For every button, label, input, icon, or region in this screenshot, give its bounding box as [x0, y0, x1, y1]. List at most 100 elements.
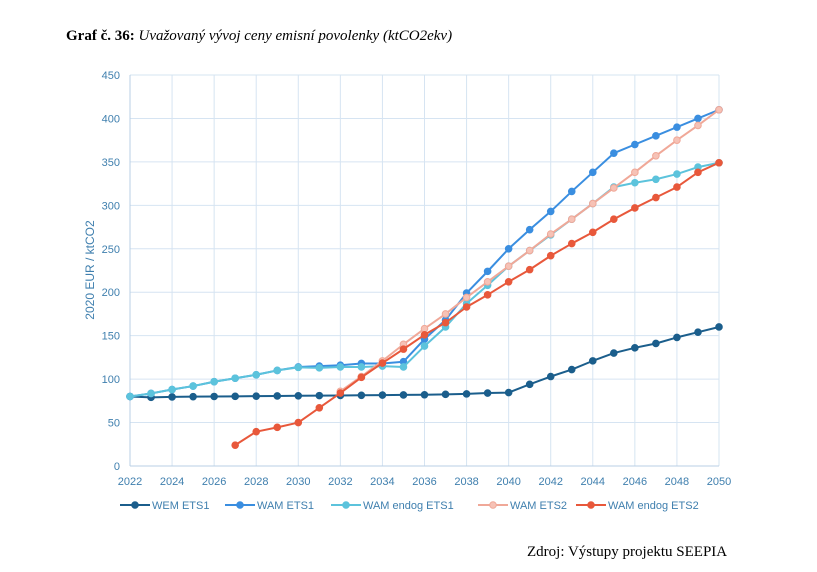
y-axis-ticks: 0 50 100 150 200 250 300 350 400 450 [102, 70, 120, 473]
data-point [546, 230, 555, 238]
data-point [273, 423, 282, 432]
data-point [357, 373, 366, 382]
data-point [231, 374, 239, 383]
y-axis-label: 2020 EUR / ktCO2 [83, 220, 97, 320]
data-point [525, 246, 534, 255]
data-point [610, 349, 618, 357]
legend-item: WEM ETS1 [120, 500, 209, 512]
data-point [252, 392, 261, 400]
data-point [631, 204, 639, 212]
data-point [652, 132, 660, 140]
x-tick-label: 2032 [328, 476, 352, 488]
data-point [399, 345, 408, 353]
data-point [504, 388, 513, 397]
grid [129, 74, 720, 467]
data-point [567, 365, 576, 374]
x-axis-ticks: 2022 2024 2026 2028 2030 2032 2034 2036 2038 2040… [118, 476, 731, 488]
x-tick-label: 2036 [412, 476, 436, 488]
data-point [652, 193, 660, 202]
data-point [652, 152, 660, 160]
data-point [610, 184, 618, 192]
legend-label: WAM ETS2 [510, 500, 567, 512]
y-tick-label: 400 [102, 113, 120, 125]
data-point [652, 339, 660, 348]
x-tick-label: 2028 [244, 476, 268, 488]
data-point [631, 178, 639, 187]
data-point [673, 333, 681, 342]
y-tick-label: 200 [102, 287, 120, 299]
series-line [234, 161, 720, 446]
x-tick-label: 2026 [202, 476, 226, 488]
data-point [504, 262, 513, 270]
legend-swatch-marker [131, 501, 139, 509]
data-point [715, 323, 723, 331]
x-tick-label: 2042 [538, 476, 562, 488]
data-point [546, 207, 555, 216]
data-point [483, 389, 492, 397]
data-point [189, 382, 197, 390]
legend-label: WAM endog ETS1 [363, 500, 454, 512]
data-point [231, 441, 239, 449]
data-point [631, 344, 639, 352]
data-point [694, 168, 702, 177]
x-tick-label: 2034 [370, 476, 394, 488]
legend-item: WAM endog ETS2 [576, 500, 699, 512]
data-point [210, 377, 218, 386]
data-point [652, 175, 660, 184]
y-tick-label: 50 [108, 418, 120, 430]
data-point [673, 170, 681, 178]
data-point [273, 366, 282, 375]
data-point [315, 403, 324, 412]
data-point [252, 370, 261, 379]
series-wam-ets2 [336, 105, 723, 396]
data-point [294, 391, 303, 400]
data-point [441, 318, 450, 327]
data-point [588, 168, 597, 177]
data-point [462, 390, 471, 398]
data-point [336, 389, 345, 397]
data-point [420, 330, 429, 339]
data-point [525, 380, 534, 389]
data-point [588, 357, 597, 365]
data-point [694, 328, 702, 336]
data-point [673, 183, 681, 191]
data-point [546, 251, 555, 260]
data-point [168, 393, 176, 401]
data-point [231, 392, 239, 401]
data-point [483, 267, 492, 276]
legend-item: WAM ETS2 [478, 500, 567, 512]
data-point [420, 390, 429, 399]
data-point [294, 418, 303, 427]
y-tick-label: 0 [114, 461, 120, 473]
data-point [694, 114, 702, 123]
data-point [673, 136, 681, 144]
x-tick-label: 2038 [454, 476, 478, 488]
data-point [441, 390, 450, 399]
data-point [462, 293, 471, 302]
data-point [504, 244, 513, 253]
data-point [189, 392, 197, 401]
data-point [357, 391, 366, 400]
data-point [252, 427, 261, 436]
series-wam-endog-ets2 [231, 158, 723, 449]
data-point [147, 389, 155, 398]
x-tick-label: 2024 [160, 476, 184, 488]
data-point [715, 158, 723, 167]
legend-swatch-marker [587, 501, 595, 509]
data-point [420, 342, 429, 350]
y-tick-label: 300 [102, 200, 120, 212]
caption-text: Uvažovaný vývoj ceny emisní povolenky (k… [138, 28, 453, 44]
data-point [273, 392, 282, 400]
data-point [694, 121, 702, 130]
data-point [315, 364, 324, 372]
data-point [126, 392, 134, 401]
legend-swatch-marker [489, 501, 497, 509]
caption-number: Graf č. 36: [66, 28, 135, 44]
data-point [525, 225, 534, 234]
data-point [631, 140, 639, 149]
data-point [567, 187, 576, 196]
y-tick-label: 350 [102, 157, 120, 169]
series-wem-ets1 [126, 323, 723, 402]
x-tick-label: 2048 [665, 476, 689, 488]
